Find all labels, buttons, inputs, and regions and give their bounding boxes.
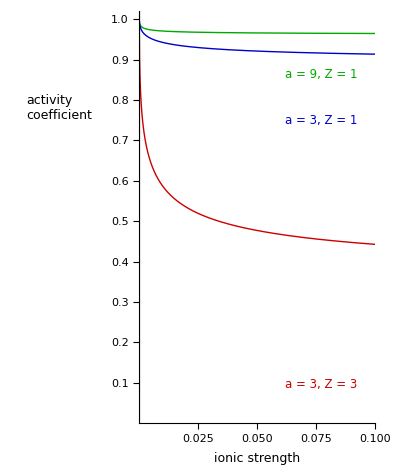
Y-axis label: activity
coefficient: activity coefficient (26, 93, 92, 121)
X-axis label: ionic strength: ionic strength (214, 452, 300, 465)
Text: a = 9, Z = 1: a = 9, Z = 1 (285, 69, 357, 81)
Text: a = 3, Z = 1: a = 3, Z = 1 (285, 115, 357, 128)
Text: a = 3, Z = 3: a = 3, Z = 3 (285, 378, 357, 391)
